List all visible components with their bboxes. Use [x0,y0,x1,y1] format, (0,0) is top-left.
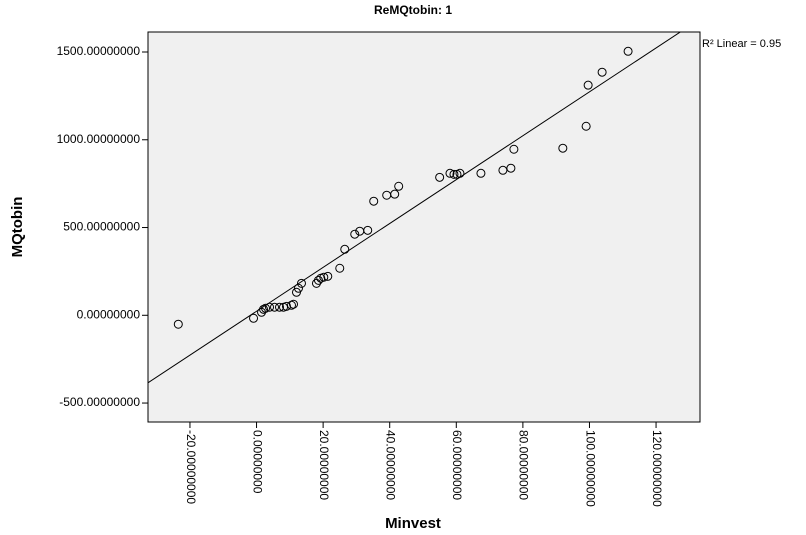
data-point [173,319,183,329]
data-point [281,301,291,311]
r2-annotation: R² Linear = 0.95 [702,38,781,50]
data-point [583,80,593,90]
data-point [296,278,306,288]
data-point [394,181,404,191]
chart-title: ReMQtobin: 1 [374,3,452,17]
y-axis-label: MQtobin [9,197,26,258]
data-point [506,163,516,173]
x-tick-label: 120.00000000 [650,430,664,507]
fit-line [148,32,682,384]
x-tick-label: 100.00000000 [583,430,597,507]
data-point [498,165,508,175]
x-tick-label: 60.00000000 [450,430,464,500]
data-point [581,121,591,131]
data-point [558,143,568,153]
data-point [249,313,259,323]
data-point [449,169,459,179]
data-point [476,168,486,178]
data-point [259,304,269,314]
data-point [369,196,379,206]
x-tick-label: 80.00000000 [517,430,531,500]
data-point [509,144,519,154]
x-tick-label: 0.00000000 [250,430,264,494]
data-point [390,189,400,199]
data-point [350,229,360,239]
data-point [288,299,298,309]
y-tick-label: 1500.00000000 [57,44,141,58]
x-tick-label: 40.00000000 [384,430,398,500]
data-point [291,287,301,297]
data-point [455,168,465,178]
data-point [323,271,333,281]
data-point [286,300,296,310]
x-axis-label: Minvest [385,515,441,532]
data-point [363,225,373,235]
data-point [293,283,303,293]
data-point [319,272,329,282]
data-point [265,302,275,312]
y-tick-label: 0.00000000 [77,307,141,321]
x-tick-label: -20.00000000 [184,430,198,504]
plot-area [147,31,701,423]
data-point [340,244,350,254]
data-point [261,303,271,313]
y-tick-label: 1000.00000000 [57,132,141,146]
data-point [597,67,607,77]
data-point [435,172,445,182]
data-point [270,302,280,312]
data-point [313,275,323,285]
plot-content [148,32,682,384]
data-point [335,263,345,273]
y-tick-label: 500.00000000 [63,220,140,234]
data-point [623,46,633,56]
data-point [275,302,285,312]
data-point [445,168,455,178]
y-tick-label: -500.00000000 [59,395,140,409]
x-tick-label: 20.00000000 [317,430,331,500]
